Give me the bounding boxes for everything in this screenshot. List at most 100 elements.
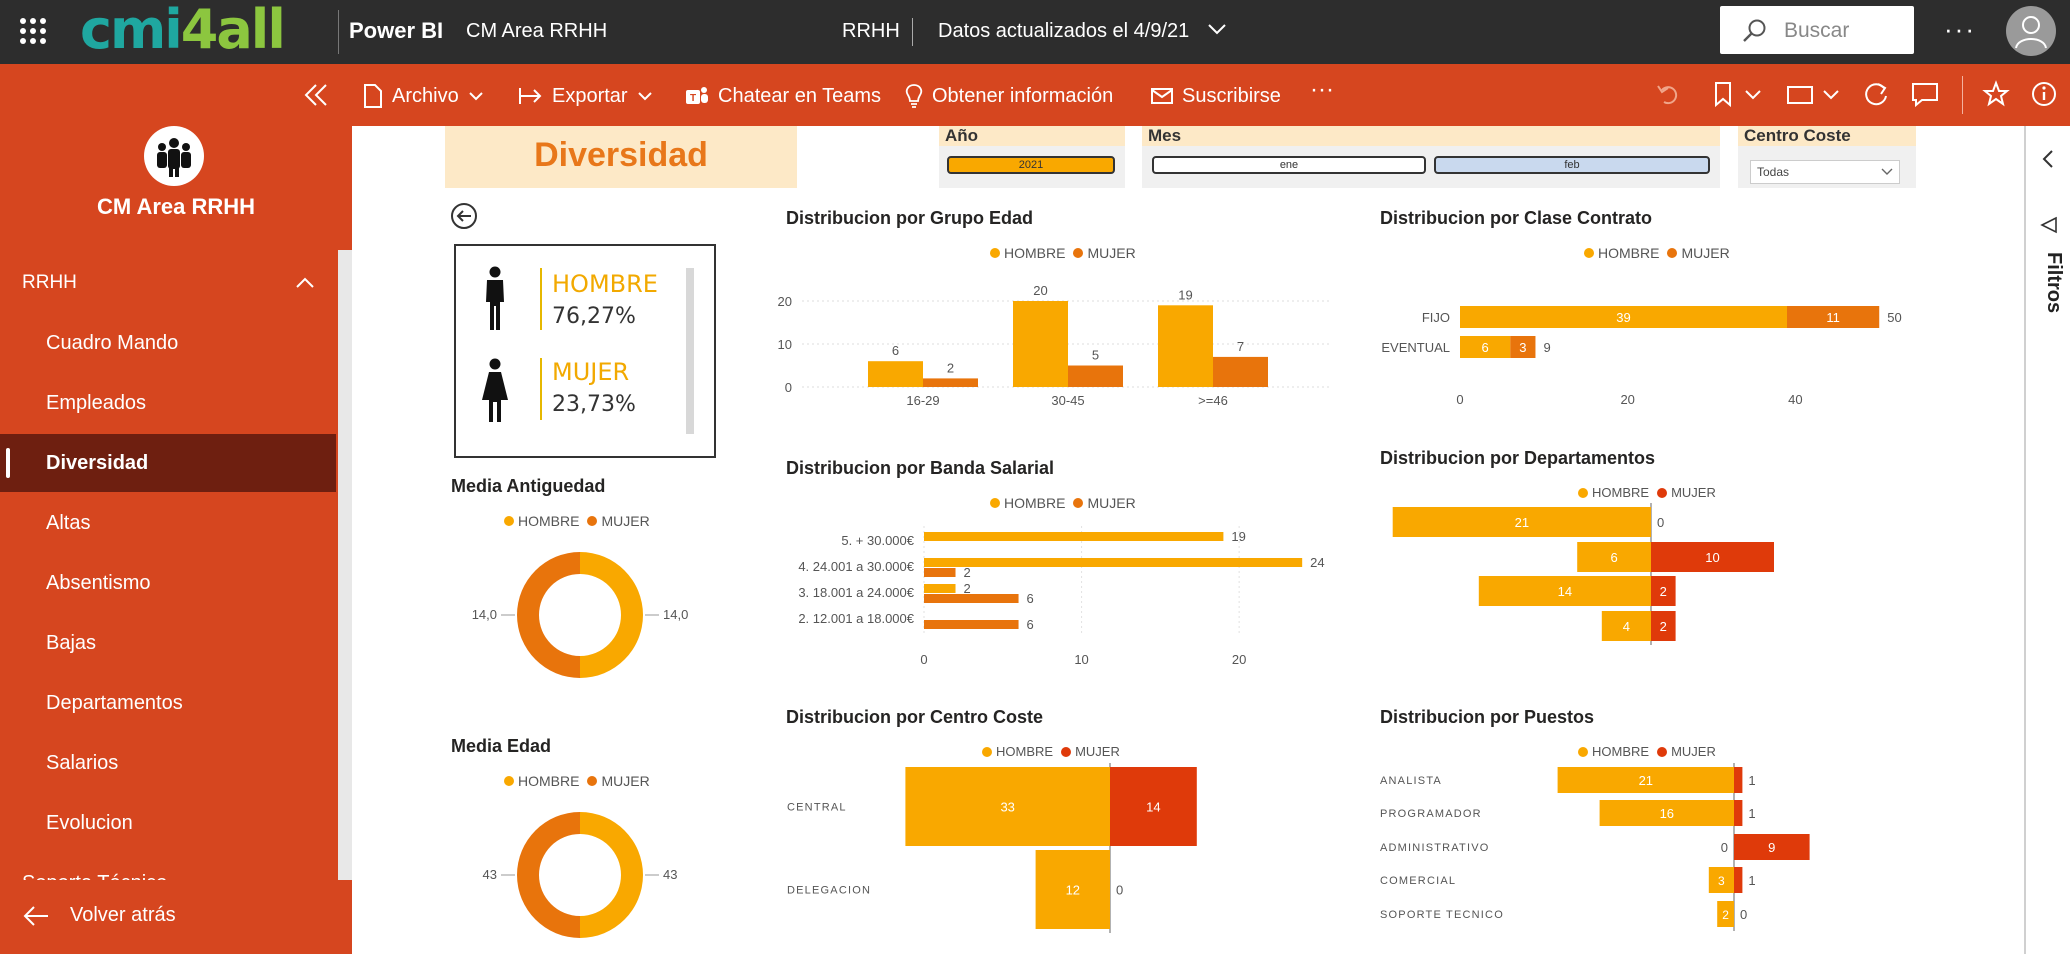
sidebar-item-altas[interactable]: Altas — [46, 512, 91, 534]
x-tick-label: 20 — [1620, 392, 1634, 407]
sidebar-scrollbar[interactable] — [338, 250, 352, 880]
legend-dot-mujer — [587, 516, 598, 526]
page-title-box: Diversidad — [445, 126, 797, 188]
bar-hombre — [1460, 306, 1787, 328]
app-launcher-icon[interactable] — [20, 18, 46, 44]
bar-mujer — [1213, 356, 1268, 387]
sidebar-item-departamentos[interactable]: Departamentos — [46, 692, 183, 714]
workspace-name[interactable]: RRHH — [842, 20, 900, 42]
filters-pane[interactable]: Filtros — [2024, 126, 2070, 954]
refresh-icon[interactable] — [1862, 80, 1890, 108]
filter-icon — [2040, 216, 2057, 234]
info-icon[interactable] — [2030, 80, 2058, 108]
divider — [1962, 76, 1963, 114]
chevron-down-icon[interactable] — [1744, 88, 1762, 102]
year-slicer-label: Año — [945, 126, 979, 145]
legend-label-mujer: MUJER — [1075, 744, 1120, 759]
data-label: 1 — [1748, 773, 1755, 788]
data-label: 1 — [1748, 873, 1755, 888]
undo-icon[interactable] — [1656, 80, 1682, 108]
cost-center-value: Todas — [1757, 165, 1790, 179]
cost-center-dropdown[interactable]: Todas — [1750, 160, 1900, 184]
bookmark-icon[interactable] — [1712, 80, 1734, 108]
sidebar-item-soporte-tecnico[interactable]: Soporte Técnico — [0, 854, 336, 880]
legend-dot-mujer — [1667, 248, 1678, 258]
data-label: 11 — [1826, 310, 1840, 325]
year-slicer: Año 2021 — [939, 126, 1125, 188]
total-label: 9 — [1543, 340, 1550, 355]
avatar[interactable] — [2006, 6, 2056, 56]
chat-in-teams-button[interactable]: T Chatear en Teams — [684, 82, 881, 110]
more-options-icon[interactable]: ··· — [1310, 76, 1334, 103]
data-label: 0 — [1116, 883, 1123, 898]
chevron-down-icon[interactable] — [1822, 88, 1840, 102]
legend-label-mujer: MUJER — [1681, 245, 1730, 261]
legend-dot-mujer — [1073, 498, 1084, 508]
data-label: 0 — [1721, 840, 1728, 855]
legend-label-hombre: HOMBRE — [1592, 744, 1650, 759]
category-label: 5. + 30.000€ — [841, 533, 914, 548]
sidebar-item-empleados[interactable]: Empleados — [46, 392, 147, 414]
month-option-feb[interactable]: feb — [1434, 156, 1710, 174]
more-options-icon[interactable]: ··· — [1944, 14, 1976, 44]
legend-label-mujer: MUJER — [601, 773, 650, 789]
legend-label-mujer: MUJER — [1087, 495, 1136, 511]
category-label: 2. 12.001 a 18.000€ — [798, 611, 914, 626]
chevron-left-icon[interactable] — [2040, 148, 2056, 170]
back-arrow-icon[interactable] — [450, 202, 478, 230]
legend-dot-mujer — [1073, 248, 1084, 258]
bar-hombre — [1035, 850, 1110, 929]
sidebar-item-cuadro-mando[interactable]: Cuadro Mando — [46, 332, 179, 354]
female-icon — [482, 358, 508, 422]
card-scrollbar[interactable] — [686, 268, 694, 434]
chevron-down-icon[interactable] — [1206, 18, 1228, 40]
divider — [912, 18, 913, 46]
category-label: EVENTUAL — [1381, 340, 1450, 355]
x-tick-label: 20 — [1232, 652, 1246, 667]
donut-slice-mujer — [517, 552, 580, 678]
search-input[interactable]: Buscar — [1720, 6, 1914, 54]
comment-icon[interactable] — [1910, 80, 1940, 108]
data-label: 1 — [1748, 806, 1755, 821]
data-label: 6 — [1027, 591, 1034, 606]
collapse-nav-icon[interactable] — [302, 82, 330, 108]
top-bar: cmi4all Power BI CM Area RRHH RRHH Datos… — [0, 0, 2070, 64]
bar-hombre — [1708, 867, 1734, 893]
sidebar-item-evolucion[interactable]: Evolucion — [46, 812, 133, 834]
legend-label-hombre: HOMBRE — [996, 744, 1054, 759]
app-name[interactable]: Power BI — [349, 18, 444, 43]
view-icon[interactable] — [1786, 84, 1814, 106]
report-name[interactable]: CM Area RRHH — [466, 20, 608, 42]
teams-icon: T — [686, 87, 708, 104]
visual-title-media-edad: Media Edad — [451, 736, 552, 756]
get-insights-button[interactable]: Obtener información — [904, 82, 1113, 110]
data-label: 19 — [1231, 529, 1245, 544]
visual-title-departamentos: Distribucion por Departamentos — [1380, 448, 1656, 468]
sidebar-item-absentismo[interactable]: Absentismo — [46, 572, 151, 594]
favorite-star-icon[interactable] — [1982, 80, 2010, 108]
x-tick-label: 16-29 — [906, 393, 939, 408]
file-menu[interactable]: Archivo — [362, 82, 485, 110]
data-label: 2 — [1722, 908, 1729, 922]
lightbulb-icon — [905, 84, 923, 108]
export-menu[interactable]: Exportar — [518, 82, 654, 110]
legend-label-hombre: HOMBRE — [1598, 245, 1660, 261]
data-updated-text[interactable]: Datos actualizados el 4/9/21 — [938, 20, 1190, 42]
data-label: 0 — [1657, 515, 1664, 530]
x-tick-label: 40 — [1788, 392, 1802, 407]
data-label: 2 — [1660, 584, 1667, 599]
sidebar-item-salarios[interactable]: Salarios — [46, 752, 119, 774]
month-option-ene[interactable]: ene — [1152, 156, 1426, 174]
year-option-2021[interactable]: 2021 — [947, 156, 1115, 174]
nav-section-rrhh[interactable]: RRHH — [22, 272, 77, 293]
data-label: 6 — [892, 343, 899, 358]
legend-dot-mujer — [1657, 746, 1668, 757]
subscribe-button[interactable]: Suscribirse — [1150, 82, 1281, 110]
back-button[interactable]: Volver atrás — [0, 880, 352, 954]
visual-title-grupo-edad: Distribucion por Grupo Edad — [786, 208, 1033, 228]
subscribe-label: Suscribirse — [1182, 84, 1281, 107]
sidebar-item-bajas[interactable]: Bajas — [46, 632, 97, 654]
chevron-up-icon[interactable] — [294, 274, 316, 292]
sidebar-item-diversidad[interactable]: Diversidad — [0, 434, 336, 492]
